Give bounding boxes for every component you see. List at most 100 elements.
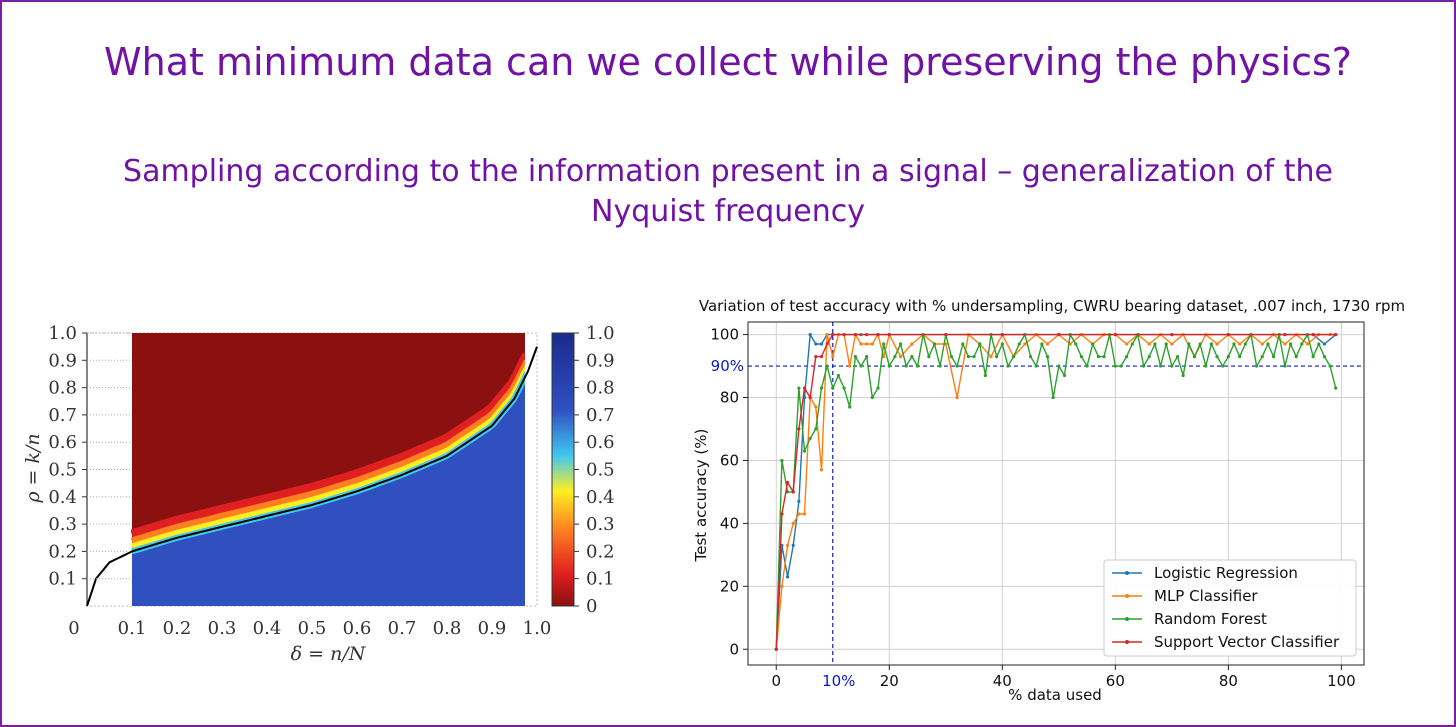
accuracy-legend-marker — [1125, 571, 1129, 575]
accuracy-data-point — [1192, 355, 1197, 359]
accuracy-figure: Variation of test accuracy with % unders… — [676, 290, 1446, 715]
accuracy-data-point — [893, 355, 897, 359]
accuracy-data-point — [808, 395, 812, 400]
accuracy-data-point — [1153, 342, 1157, 346]
accuracy-legend-label: Logistic Regression — [1154, 564, 1298, 582]
accuracy-data-point — [1000, 342, 1004, 346]
accuracy-data-point — [870, 395, 874, 400]
accuracy-data-point — [1057, 364, 1061, 368]
accuracy-data-point — [797, 499, 801, 503]
accuracy-data-point — [882, 355, 886, 359]
accuracy-data-point — [938, 364, 942, 368]
accuracy-data-point — [904, 364, 908, 368]
accuracy-data-point — [859, 342, 863, 346]
accuracy-data-point — [1040, 342, 1044, 346]
phase-x-tick-label: 0.4 — [253, 618, 282, 639]
accuracy-data-point — [819, 468, 824, 472]
phase-y-tick-label: 0.4 — [48, 487, 77, 508]
accuracy-data-point — [865, 355, 869, 359]
phase-x-tick-label: 0.3 — [208, 618, 237, 639]
accuracy-data-point — [1255, 364, 1259, 368]
accuracy-x-tick-label: 20 — [880, 672, 899, 690]
accuracy-data-point — [1091, 342, 1095, 346]
accuracy-data-point — [1006, 364, 1010, 368]
accuracy-data-point — [1260, 342, 1264, 346]
accuracy-y-axis-label: Test accuracy (%) — [692, 429, 710, 563]
phase-y-tick-label: 0.1 — [48, 569, 77, 590]
accuracy-data-point — [797, 512, 801, 516]
accuracy-plot-frame — [747, 321, 1365, 666]
accuracy-data-point — [836, 373, 841, 378]
accuracy-data-point — [932, 342, 937, 346]
accuracy-data-point — [848, 364, 852, 368]
accuracy-data-point — [1147, 342, 1151, 346]
accuracy-data-point — [1300, 342, 1304, 346]
accuracy-data-point — [1283, 332, 1287, 337]
accuracy-data-point — [1215, 355, 1219, 359]
phase-y-tick-label: 0.5 — [48, 460, 77, 481]
accuracy-data-point — [989, 355, 993, 359]
accuracy-data-point — [814, 405, 818, 409]
accuracy-data-point — [1034, 364, 1038, 368]
phase-colorbar-tick-label: 0.1 — [586, 569, 615, 590]
accuracy-data-point — [944, 342, 948, 346]
accuracy-y-tick-label: 0 — [729, 640, 739, 658]
accuracy-data-point — [1226, 332, 1230, 337]
phase-x-tick-label: 0.6 — [343, 618, 372, 639]
accuracy-data-point — [1170, 342, 1174, 346]
accuracy-data-point — [876, 332, 880, 337]
phase-colorbar — [551, 332, 575, 607]
accuracy-data-point — [1226, 355, 1230, 359]
phase-colorbar-tick-label: 1.0 — [586, 323, 615, 344]
accuracy-data-point — [898, 355, 903, 359]
accuracy-data-point — [1045, 342, 1050, 346]
phase-x-tick-label: 0 — [68, 618, 79, 639]
accuracy-data-point — [831, 355, 835, 359]
accuracy-data-point — [785, 490, 790, 494]
accuracy-data-point — [842, 332, 846, 337]
accuracy-data-point — [1125, 355, 1129, 359]
phase-colorbar-tick-label: 0.2 — [586, 541, 615, 562]
accuracy-legend-label: MLP Classifier — [1154, 587, 1258, 605]
accuracy-data-point — [915, 364, 920, 368]
accuracy-x-tick-label: 60 — [1106, 672, 1125, 690]
accuracy-data-point — [808, 332, 812, 337]
accuracy-data-point — [848, 405, 852, 409]
accuracy-data-point — [1170, 332, 1174, 337]
accuracy-data-point — [966, 355, 971, 359]
phase-boundary-curve — [86, 346, 538, 607]
phase-region-recovery-success — [132, 377, 525, 606]
accuracy-data-point — [1322, 342, 1327, 346]
accuracy-90pct-label: 90% — [711, 357, 744, 375]
accuracy-data-point — [859, 364, 863, 368]
accuracy-line-chart: Variation of test accuracy with % unders… — [692, 297, 1405, 704]
accuracy-data-point — [1181, 373, 1185, 378]
accuracy-x-tick-label: 80 — [1219, 672, 1238, 690]
accuracy-data-point — [802, 386, 807, 390]
accuracy-y-tick-label: 20 — [720, 577, 739, 595]
accuracy-x-tick-label: 100 — [1327, 672, 1356, 690]
phase-y-tick-label: 0.8 — [48, 378, 77, 399]
accuracy-data-point — [1000, 332, 1004, 337]
phase-x-axis-label: δ = n/N — [291, 643, 367, 665]
accuracy-x-tick-label: 40 — [993, 672, 1012, 690]
accuracy-data-point — [791, 543, 795, 548]
accuracy-data-point — [1017, 342, 1021, 346]
accuracy-data-point — [1085, 364, 1089, 368]
phase-x-tick-label: 0.5 — [298, 618, 327, 639]
accuracy-data-point — [1266, 342, 1270, 346]
accuracy-data-point — [995, 355, 999, 359]
phase-x-tick-label: 0.8 — [433, 618, 462, 639]
accuracy-legend: Logistic Regression MLP Classifier Random … — [1103, 559, 1357, 657]
slide-title: What minimum data can we collect while p… — [104, 40, 1352, 84]
accuracy-data-point — [780, 458, 784, 463]
accuracy-data-point — [1125, 342, 1129, 346]
accuracy-data-point — [1130, 342, 1134, 346]
phase-x-tick-label: 0.9 — [478, 618, 507, 639]
accuracy-data-point — [1311, 355, 1315, 359]
accuracy-y-tick-label: 40 — [720, 514, 739, 532]
phase-colorbar-tick-label: 0.7 — [586, 405, 615, 426]
accuracy-data-point — [1334, 332, 1338, 337]
accuracy-data-point — [814, 355, 818, 359]
accuracy-data-point — [1283, 342, 1287, 346]
